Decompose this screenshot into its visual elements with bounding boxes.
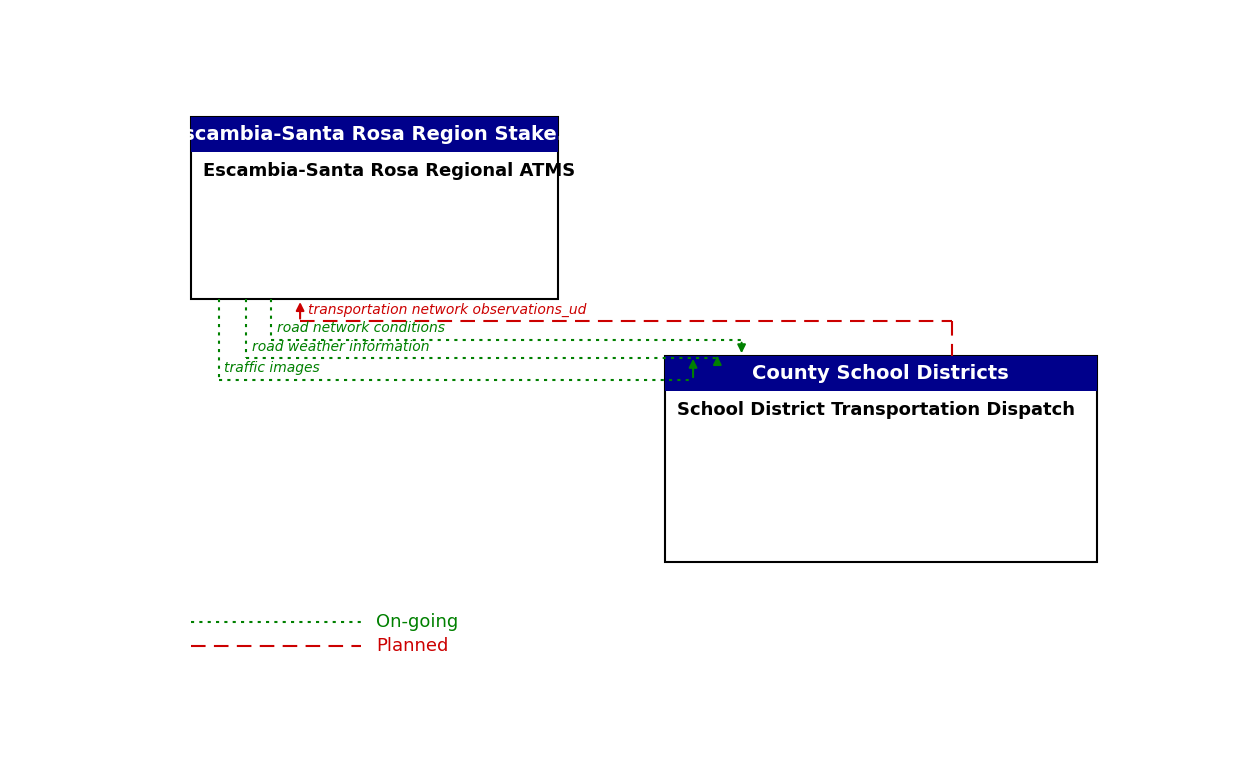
Bar xyxy=(665,356,1097,562)
Bar xyxy=(665,356,1097,390)
Bar xyxy=(192,117,558,300)
Text: County School Districts: County School Districts xyxy=(752,364,1009,383)
Text: transportation network observations_ud: transportation network observations_ud xyxy=(308,303,586,317)
Text: Escambia-Santa Rosa Region Stake...: Escambia-Santa Rosa Region Stake... xyxy=(170,125,580,144)
Text: traffic images: traffic images xyxy=(224,361,321,375)
Text: road weather information: road weather information xyxy=(252,340,429,354)
Text: On-going: On-going xyxy=(376,613,458,631)
Bar xyxy=(192,117,558,151)
Text: Escambia-Santa Rosa Regional ATMS: Escambia-Santa Rosa Regional ATMS xyxy=(203,162,576,181)
Text: School District Transportation Dispatch: School District Transportation Dispatch xyxy=(676,401,1074,420)
Text: road network conditions: road network conditions xyxy=(277,321,444,335)
Text: Planned: Planned xyxy=(376,637,448,655)
